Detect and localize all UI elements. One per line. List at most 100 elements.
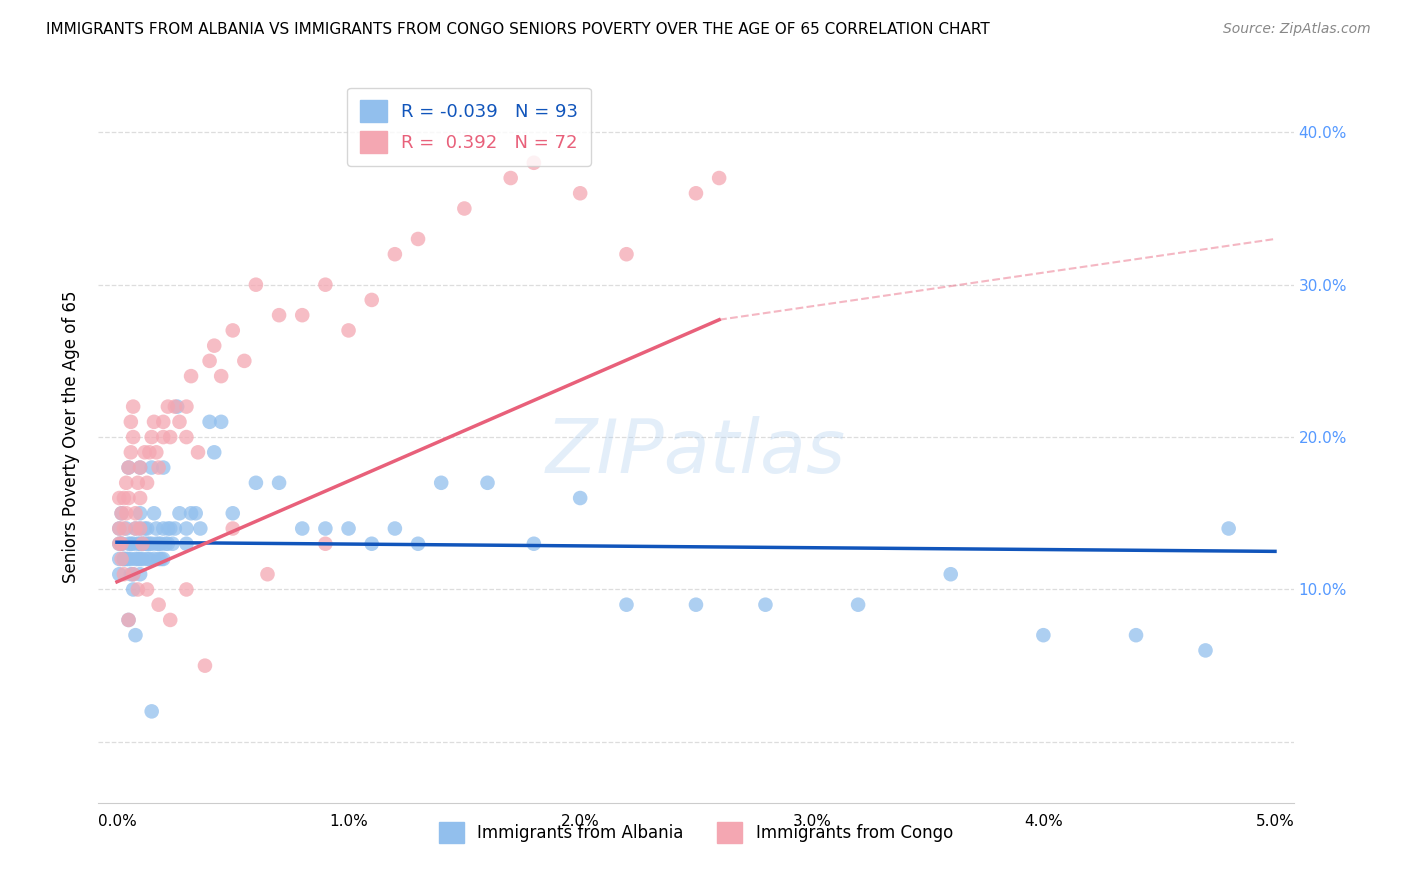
Point <box>122 582 145 597</box>
Point <box>360 537 382 551</box>
Point <box>131 537 153 551</box>
Point <box>117 552 139 566</box>
Point <box>129 506 152 520</box>
Point <box>148 552 170 566</box>
Point <box>152 460 174 475</box>
Point <box>406 537 429 551</box>
Point <box>202 338 225 352</box>
Point <box>337 323 360 337</box>
Point <box>131 537 153 551</box>
Point <box>222 521 245 535</box>
Text: ZIPatlas: ZIPatlas <box>546 416 846 488</box>
Point <box>202 445 225 459</box>
Point <box>384 521 406 535</box>
Point <box>198 415 221 429</box>
Point <box>245 475 267 490</box>
Point <box>291 308 314 322</box>
Point <box>1194 643 1216 657</box>
Point <box>110 506 132 520</box>
Point <box>156 537 179 551</box>
Point <box>115 475 138 490</box>
Point <box>108 491 131 505</box>
Point <box>115 552 138 566</box>
Point <box>337 521 360 535</box>
Point <box>152 415 174 429</box>
Point <box>1218 521 1240 535</box>
Point <box>314 277 336 292</box>
Point <box>523 155 546 169</box>
Point <box>129 521 152 535</box>
Point <box>148 460 170 475</box>
Point <box>143 506 166 520</box>
Point <box>131 552 153 566</box>
Point <box>141 430 163 444</box>
Point <box>209 369 232 384</box>
Point <box>152 521 174 535</box>
Point <box>122 430 145 444</box>
Point <box>180 369 202 384</box>
Point <box>222 323 245 337</box>
Point <box>523 537 546 551</box>
Point <box>112 567 135 582</box>
Point <box>141 537 163 551</box>
Point <box>233 354 256 368</box>
Point <box>110 552 132 566</box>
Point <box>108 521 131 535</box>
Point <box>136 552 159 566</box>
Point <box>124 521 146 535</box>
Text: Source: ZipAtlas.com: Source: ZipAtlas.com <box>1223 22 1371 37</box>
Point <box>124 628 146 642</box>
Point <box>122 567 145 582</box>
Point <box>136 521 159 535</box>
Point <box>143 552 166 566</box>
Point <box>129 567 152 582</box>
Point <box>222 506 245 520</box>
Point <box>110 537 132 551</box>
Point <box>406 232 429 246</box>
Point <box>245 277 267 292</box>
Point <box>155 537 177 551</box>
Point <box>120 537 142 551</box>
Point <box>122 567 145 582</box>
Point <box>127 537 149 551</box>
Point <box>169 415 191 429</box>
Point <box>159 521 181 535</box>
Point <box>176 582 198 597</box>
Point <box>136 537 159 551</box>
Point <box>360 293 382 307</box>
Point <box>108 552 131 566</box>
Point <box>152 430 174 444</box>
Point <box>115 506 138 520</box>
Y-axis label: Seniors Poverty Over the Age of 65: Seniors Poverty Over the Age of 65 <box>62 291 80 583</box>
Point <box>124 506 146 520</box>
Point <box>127 582 149 597</box>
Point <box>163 400 186 414</box>
Point <box>115 521 138 535</box>
Point <box>685 186 707 201</box>
Point <box>145 537 167 551</box>
Point <box>314 521 336 535</box>
Point <box>430 475 453 490</box>
Point <box>134 521 156 535</box>
Point <box>314 537 336 551</box>
Point <box>122 537 145 551</box>
Point <box>166 400 188 414</box>
Point <box>117 537 139 551</box>
Point <box>117 613 139 627</box>
Point <box>148 598 170 612</box>
Point <box>569 491 592 505</box>
Point <box>176 521 198 535</box>
Point <box>136 475 159 490</box>
Point <box>1125 628 1147 642</box>
Point <box>159 613 181 627</box>
Point <box>184 506 207 520</box>
Point <box>162 537 184 551</box>
Point <box>145 521 167 535</box>
Point <box>127 475 149 490</box>
Point <box>156 521 179 535</box>
Point <box>754 598 776 612</box>
Point <box>453 202 475 216</box>
Point <box>685 598 707 612</box>
Point <box>120 552 142 566</box>
Point <box>176 430 198 444</box>
